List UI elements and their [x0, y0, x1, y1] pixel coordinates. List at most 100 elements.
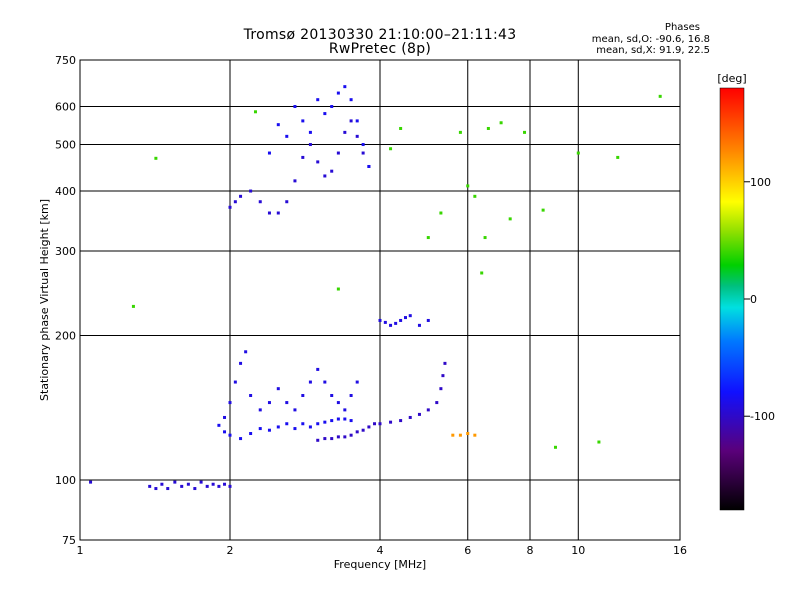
data-point	[399, 126, 403, 130]
chart-subtitle: RwPretec (8p)	[328, 41, 432, 57]
data-point	[330, 169, 334, 173]
data-point	[267, 211, 271, 215]
data-point	[439, 387, 443, 391]
data-point	[486, 126, 490, 130]
data-point	[180, 484, 184, 488]
data-point	[458, 433, 462, 437]
data-point	[355, 380, 359, 384]
data-point	[378, 318, 382, 322]
data-point	[258, 200, 262, 204]
data-point	[336, 91, 340, 95]
data-point	[473, 194, 477, 198]
data-point	[301, 119, 305, 123]
data-point	[160, 482, 164, 486]
data-point	[316, 160, 320, 164]
data-point	[336, 417, 340, 421]
data-point	[408, 415, 412, 419]
data-point	[499, 121, 503, 125]
data-point	[523, 130, 527, 134]
x-tick-label: 10	[571, 544, 585, 557]
data-point	[473, 433, 477, 437]
data-point	[458, 130, 462, 134]
data-point	[373, 422, 377, 426]
data-point	[336, 435, 340, 439]
data-point	[343, 435, 347, 439]
data-point	[285, 401, 289, 405]
x-tick-label: 2	[227, 544, 234, 557]
data-point	[343, 130, 347, 134]
data-point	[508, 217, 512, 221]
data-point	[276, 211, 280, 215]
data-point	[228, 401, 232, 405]
stats-line-x: mean, sd,X: 91.9, 22.5	[596, 45, 710, 56]
data-point	[228, 484, 232, 488]
data-point	[367, 425, 371, 429]
data-point	[343, 408, 347, 412]
data-point	[417, 323, 421, 327]
data-point	[355, 430, 359, 434]
data-point	[276, 425, 280, 429]
data-point	[316, 367, 320, 371]
data-point	[301, 394, 305, 398]
data-point	[336, 401, 340, 405]
data-point	[308, 380, 312, 384]
y-tick-label: 600	[55, 101, 76, 114]
data-point	[249, 189, 253, 193]
data-point	[239, 437, 243, 441]
y-tick-label: 750	[55, 54, 76, 67]
data-point	[276, 123, 280, 127]
data-point	[323, 174, 327, 178]
data-point	[316, 98, 320, 102]
grid-lines	[80, 60, 680, 540]
data-point	[441, 374, 445, 378]
data-point	[301, 155, 305, 159]
data-point	[349, 419, 353, 423]
data-point	[249, 432, 253, 436]
data-point	[399, 419, 403, 423]
data-point	[343, 85, 347, 89]
colorbar-tick-label: -100	[750, 410, 775, 423]
data-point	[223, 415, 227, 419]
data-point	[361, 143, 365, 147]
data-point	[480, 271, 484, 275]
data-point	[293, 408, 297, 412]
data-point	[323, 437, 327, 441]
data-point	[483, 236, 487, 240]
data-point	[417, 412, 421, 416]
data-point	[323, 380, 327, 384]
data-point	[576, 151, 580, 155]
y-axis-label: Stationary phase Virtual Height [km]	[38, 199, 51, 401]
data-point	[336, 151, 340, 155]
data-point	[154, 156, 158, 160]
data-point	[389, 420, 393, 424]
x-tick-label: 4	[377, 544, 384, 557]
x-tick-label: 8	[527, 544, 534, 557]
data-point	[389, 323, 393, 327]
data-point	[349, 394, 353, 398]
data-point	[541, 208, 545, 212]
data-point	[173, 480, 177, 484]
data-point	[267, 428, 271, 432]
data-point	[330, 419, 334, 423]
data-point	[426, 408, 430, 412]
y-tick-label: 500	[55, 139, 76, 152]
data-point	[553, 445, 557, 449]
y-tick-label: 75	[62, 534, 76, 547]
data-point	[323, 112, 327, 116]
data-point	[408, 314, 412, 318]
data-point	[276, 387, 280, 391]
data-point	[193, 487, 197, 491]
data-point	[367, 164, 371, 168]
data-point	[166, 487, 170, 491]
data-point	[89, 480, 93, 484]
data-point	[343, 417, 347, 421]
data-point	[355, 134, 359, 138]
data-point	[361, 151, 365, 155]
data-point	[316, 438, 320, 442]
x-tick-label: 1	[77, 544, 84, 557]
data-point	[199, 480, 203, 484]
data-point	[154, 487, 158, 491]
y-tick-label: 400	[55, 185, 76, 198]
data-point	[394, 321, 398, 325]
data-point	[308, 425, 312, 429]
